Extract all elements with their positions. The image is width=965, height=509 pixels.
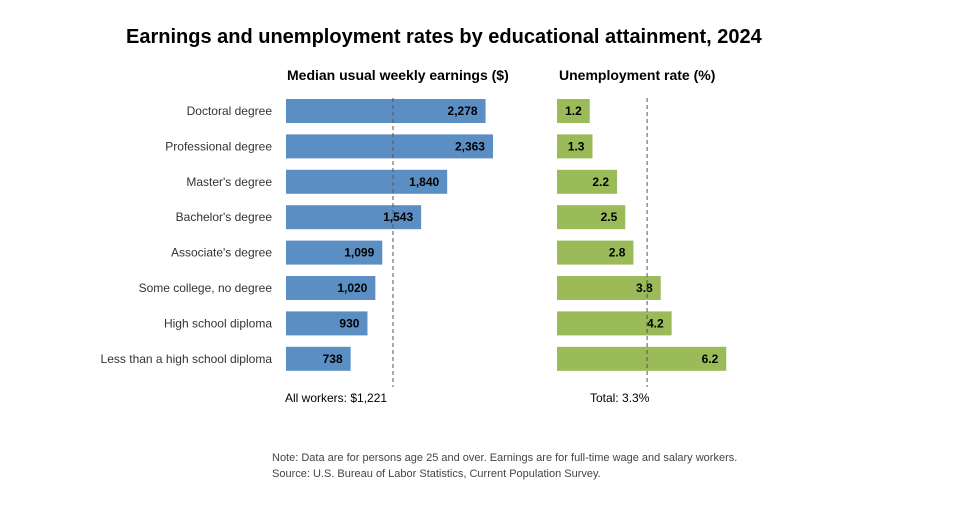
unemployment-value-label: 1.3 [568, 139, 585, 153]
unemployment-bar [557, 134, 593, 159]
category-label: High school diploma [164, 316, 272, 330]
earnings-bar [286, 346, 351, 371]
category-label: Doctoral degree [187, 104, 273, 118]
unemployment-bar [557, 276, 661, 300]
unemployment-reference-label: Total: 3.3% [590, 391, 650, 405]
earnings-panel-title: Median usual weekly earnings ($) [287, 67, 509, 83]
category-label: Associate's degree [171, 246, 272, 260]
unemployment-bar [557, 205, 626, 230]
chart-note: Note: Data are for persons age 25 and ov… [272, 452, 738, 464]
unemployment-bar [557, 311, 672, 336]
unemployment-bar [557, 346, 727, 371]
category-label: Professional degree [165, 139, 272, 153]
earnings-bar [286, 134, 493, 159]
unemployment-value-label: 4.2 [647, 316, 664, 330]
earnings-bar [286, 169, 448, 194]
earnings-bar [286, 240, 383, 265]
earnings-value-label: 738 [323, 352, 343, 366]
earnings-value-label: 1,543 [383, 210, 413, 224]
unemployment-value-label: 3.8 [636, 281, 653, 295]
unemployment-value-label: 6.2 [702, 352, 719, 366]
unemployment-value-label: 2.5 [601, 210, 618, 224]
earnings-value-label: 1,099 [344, 246, 374, 260]
earnings-bar [286, 311, 368, 336]
chart-title: Earnings and unemployment rates by educa… [126, 26, 762, 48]
unemployment-bar [557, 169, 618, 194]
unemployment-value-label: 1.2 [565, 104, 582, 118]
unemployment-value-label: 2.8 [609, 246, 626, 260]
earnings-value-label: 930 [339, 316, 359, 330]
earnings-bar [286, 276, 376, 300]
unemployment-bar [557, 240, 634, 265]
earnings-value-label: 1,020 [337, 281, 367, 295]
earnings-bar [286, 99, 486, 123]
category-label: Less than a high school diploma [101, 352, 273, 366]
earnings-bar [286, 205, 422, 230]
category-label: Master's degree [186, 175, 272, 189]
earnings-reference-label: All workers: $1,221 [285, 391, 387, 405]
earnings-value-label: 2,363 [455, 139, 485, 153]
unemployment-value-label: 2.2 [592, 175, 609, 189]
unemployment-panel-title: Unemployment rate (%) [559, 67, 715, 83]
chart-source: Source: U.S. Bureau of Labor Statistics,… [272, 468, 601, 480]
category-label: Some college, no degree [139, 281, 273, 295]
earnings-value-label: 1,840 [409, 175, 439, 189]
earnings-value-label: 2,278 [448, 104, 478, 118]
unemployment-bar [557, 99, 590, 123]
category-label: Bachelor's degree [176, 210, 273, 224]
